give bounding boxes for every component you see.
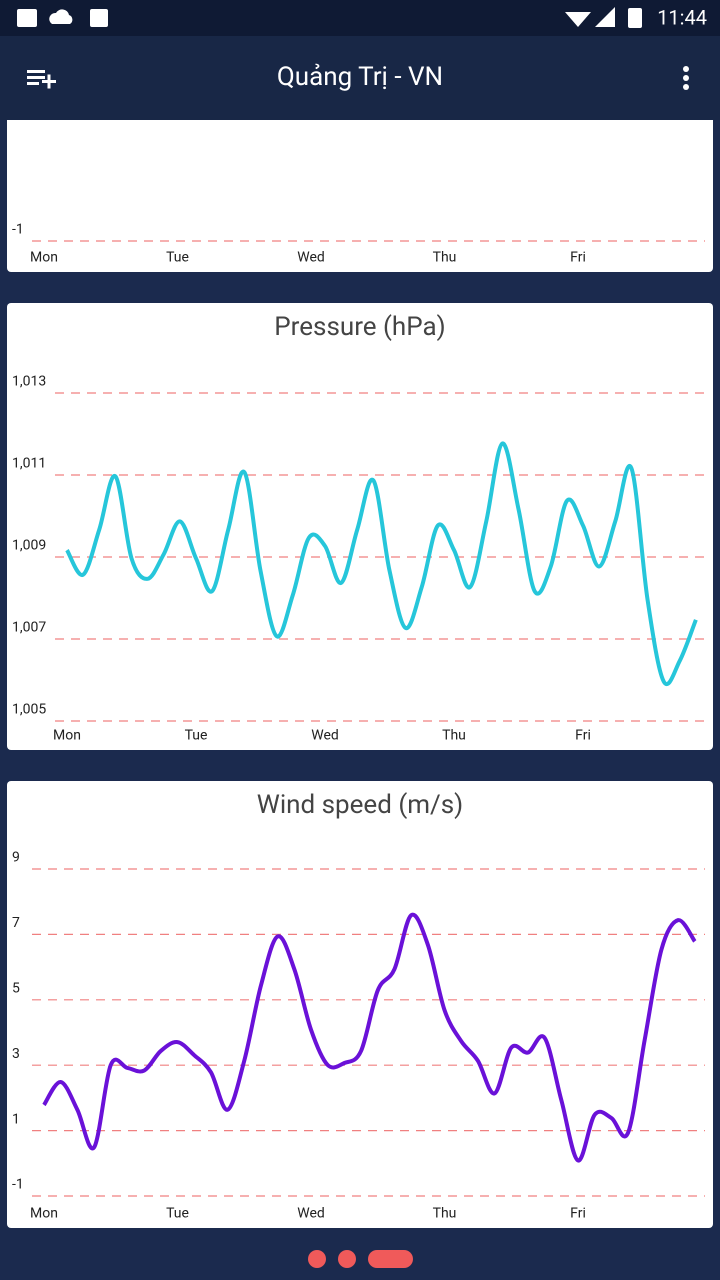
page-indicator[interactable] — [308, 1250, 413, 1268]
y-tick-label: 7 — [12, 915, 20, 931]
overflow-button[interactable] — [683, 66, 689, 90]
x-tick-label: Wed — [311, 728, 339, 744]
x-tick-label: Mon — [30, 1206, 58, 1222]
y-tick-label: 1 — [12, 1111, 20, 1127]
x-tick-label: Mon — [53, 728, 81, 744]
y-tick-label: 1,011 — [12, 456, 46, 472]
y-tick-label: 1,013 — [12, 374, 46, 390]
x-tick-label: Tue — [166, 1206, 189, 1222]
y-tick-label: 1,005 — [12, 702, 46, 718]
icon — [90, 9, 108, 27]
x-tick-label: Mon — [30, 250, 58, 266]
x-tick-label: Wed — [297, 1206, 325, 1222]
x-tick-label: Fri — [575, 728, 591, 744]
menu-button[interactable] — [27, 70, 56, 89]
data-line — [65, 441, 698, 686]
clock: 11:44 — [657, 5, 707, 29]
app-bar — [0, 36, 720, 120]
x-tick-label: Tue — [166, 250, 189, 266]
icon — [17, 9, 37, 27]
y-tick-label: 1,009 — [12, 538, 46, 554]
wifi-icon — [565, 12, 591, 27]
x-tick-label: Wed — [297, 250, 325, 266]
chart-title: Pressure (hPa) — [274, 312, 445, 342]
card — [7, 100, 713, 272]
status-bar — [0, 0, 720, 36]
icon — [49, 9, 73, 24]
y-tick-label: -1 — [12, 1177, 24, 1193]
x-tick-label: Thu — [433, 250, 457, 266]
y-tick-label: 9 — [12, 850, 20, 866]
y-tick-label: 5 — [12, 981, 20, 997]
card — [7, 781, 713, 1228]
x-tick-label: Fri — [570, 250, 586, 266]
y-tick-label: 3 — [12, 1046, 20, 1062]
chart-title: Wind speed (m/s) — [257, 790, 463, 820]
x-tick-label: Tue — [185, 728, 208, 744]
signal-icon — [595, 7, 615, 27]
x-tick-label: Thu — [442, 728, 466, 744]
battery-icon — [628, 8, 642, 28]
x-tick-label: Fri — [570, 1206, 586, 1222]
y-tick-label: 1,007 — [12, 620, 46, 636]
app-title: Quảng Trị - VN — [277, 62, 443, 92]
data-line — [42, 912, 697, 1163]
x-tick-label: Thu — [433, 1206, 457, 1222]
y-tick-label: -1 — [12, 222, 24, 238]
